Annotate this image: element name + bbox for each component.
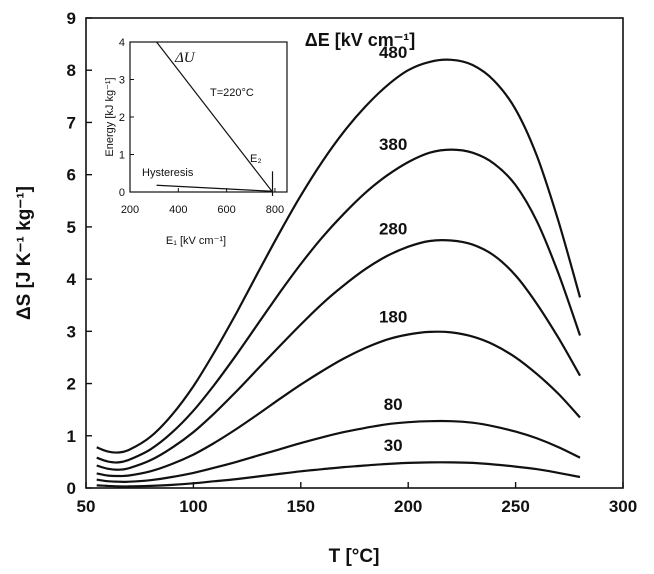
inset-delta-u-line (156, 41, 273, 193)
inset-y-axis-title: Energy [kJ kg⁻¹] (104, 77, 116, 156)
inset-temperature-label: T=220°C (210, 87, 254, 99)
x-tick-label: 200 (394, 497, 422, 516)
inset-y-tick-label: 0 (119, 187, 125, 199)
inset-x-tick-label: 400 (169, 204, 187, 216)
y-tick-label: 1 (67, 427, 76, 446)
x-tick-label: 150 (287, 497, 315, 516)
inset-series-curves (156, 41, 274, 196)
series-380-label: 380 (379, 135, 407, 154)
inset-y-tick-label: 4 (119, 37, 125, 49)
x-tick-label: 250 (501, 497, 529, 516)
series-280-line (96, 239, 581, 471)
y-tick-label: 6 (67, 166, 76, 185)
inset-e2-label: E₂ (250, 153, 262, 165)
series-80-label: 80 (384, 395, 403, 414)
inset-x-tick-label: 200 (121, 204, 139, 216)
series-480-label: 480 (379, 43, 407, 62)
inset-x-tick-label: 800 (266, 204, 284, 216)
inset-chart: 200 400 600 800 0 1 2 3 4 E₁ [kV cm⁻¹] Energy [k… (104, 37, 288, 247)
x-tick-label: 100 (179, 497, 207, 516)
y-tick-label: 4 (67, 270, 77, 289)
inset-plot-frame (129, 41, 288, 193)
main-series-labels: 480 380 280 180 80 30 (379, 43, 407, 455)
legend-title: ΔE [kV cm⁻¹] (305, 30, 415, 50)
y-axis-title: ΔS [J K⁻¹ kg⁻¹] (14, 186, 35, 320)
series-180-label: 180 (379, 307, 407, 326)
x-axis-title: T [°C] (329, 546, 380, 567)
y-tick-label: 5 (67, 218, 76, 237)
series-30-line (96, 461, 581, 488)
inset-hysteresis-label: Hysteresis (142, 167, 194, 179)
inset-axis-ticks: 200 400 600 800 0 1 2 3 4 (119, 37, 284, 216)
inset-y-tick-label: 3 (119, 75, 125, 87)
x-tick-label: 300 (609, 497, 637, 516)
series-180-line (96, 330, 581, 478)
main-plot-frame (85, 17, 624, 489)
y-tick-label: 8 (67, 61, 76, 80)
series-480-line (96, 58, 582, 454)
y-tick-label: 7 (67, 113, 76, 132)
y-tick-label: 0 (67, 479, 76, 498)
inset-y-tick-label: 1 (119, 150, 125, 162)
series-380-line (96, 148, 582, 464)
inset-hysteresis-line (156, 184, 273, 192)
inset-y-tick-label: 2 (119, 112, 125, 124)
x-tick-label: 50 (77, 497, 96, 516)
y-tick-label: 9 (67, 9, 76, 28)
y-tick-label: 3 (67, 322, 76, 341)
inset-du-label: ΔU (174, 50, 196, 66)
inset-x-tick-label: 600 (217, 204, 235, 216)
inset-x-axis-title: E₁ [kV cm⁻¹] (166, 235, 226, 247)
series-80-line (96, 419, 581, 483)
main-series-curves (96, 58, 582, 488)
series-30-label: 30 (384, 436, 403, 455)
series-280-label: 280 (379, 220, 407, 239)
y-tick-label: 2 (67, 375, 76, 394)
